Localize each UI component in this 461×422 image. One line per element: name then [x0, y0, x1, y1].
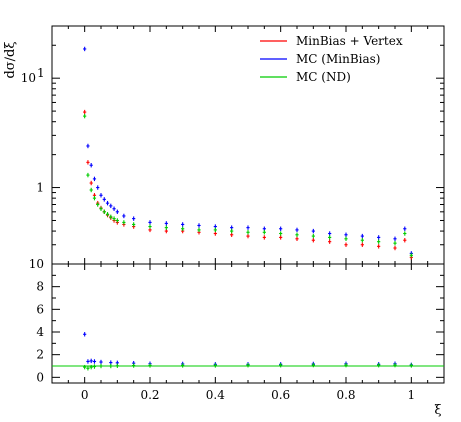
ratio-y-tick-label: 2: [36, 348, 44, 362]
x-tick-label: 0.8: [336, 388, 355, 402]
x-tick-label: 0: [81, 388, 89, 402]
main-y-tick-label: 10: [21, 71, 36, 85]
main-y-tick-label: 1: [36, 181, 44, 195]
main-plot-layer: 110 1: [21, 25, 444, 265]
legend-label-minbias-vertex: MinBias + Vertex: [296, 34, 403, 48]
ratio-y-tick-label: 8: [36, 280, 44, 294]
x-tick-label: 0.2: [140, 388, 159, 402]
legend-label-mc-minbias: MC (MinBias): [296, 52, 380, 66]
ratio-y-tick-label: 0: [36, 370, 44, 384]
ratio-y-tick-label: 6: [36, 302, 44, 316]
ratio-y-tick-label: 10: [29, 257, 44, 271]
main-y-tick-label-exponent: 1: [37, 66, 45, 80]
ratio-y-tick-label: 4: [36, 325, 44, 339]
x-axis-label: ξ: [434, 403, 441, 418]
x-tick-label: 0.6: [271, 388, 290, 402]
legend: MinBias + Vertex MC (MinBias) MC (ND): [260, 34, 403, 84]
legend-label-mc-nd: MC (ND): [296, 70, 351, 84]
x-tick-label: 1: [408, 388, 416, 402]
y-axis-label: dσ/dξ: [3, 41, 18, 78]
x-tick-label: 0.4: [206, 388, 225, 402]
